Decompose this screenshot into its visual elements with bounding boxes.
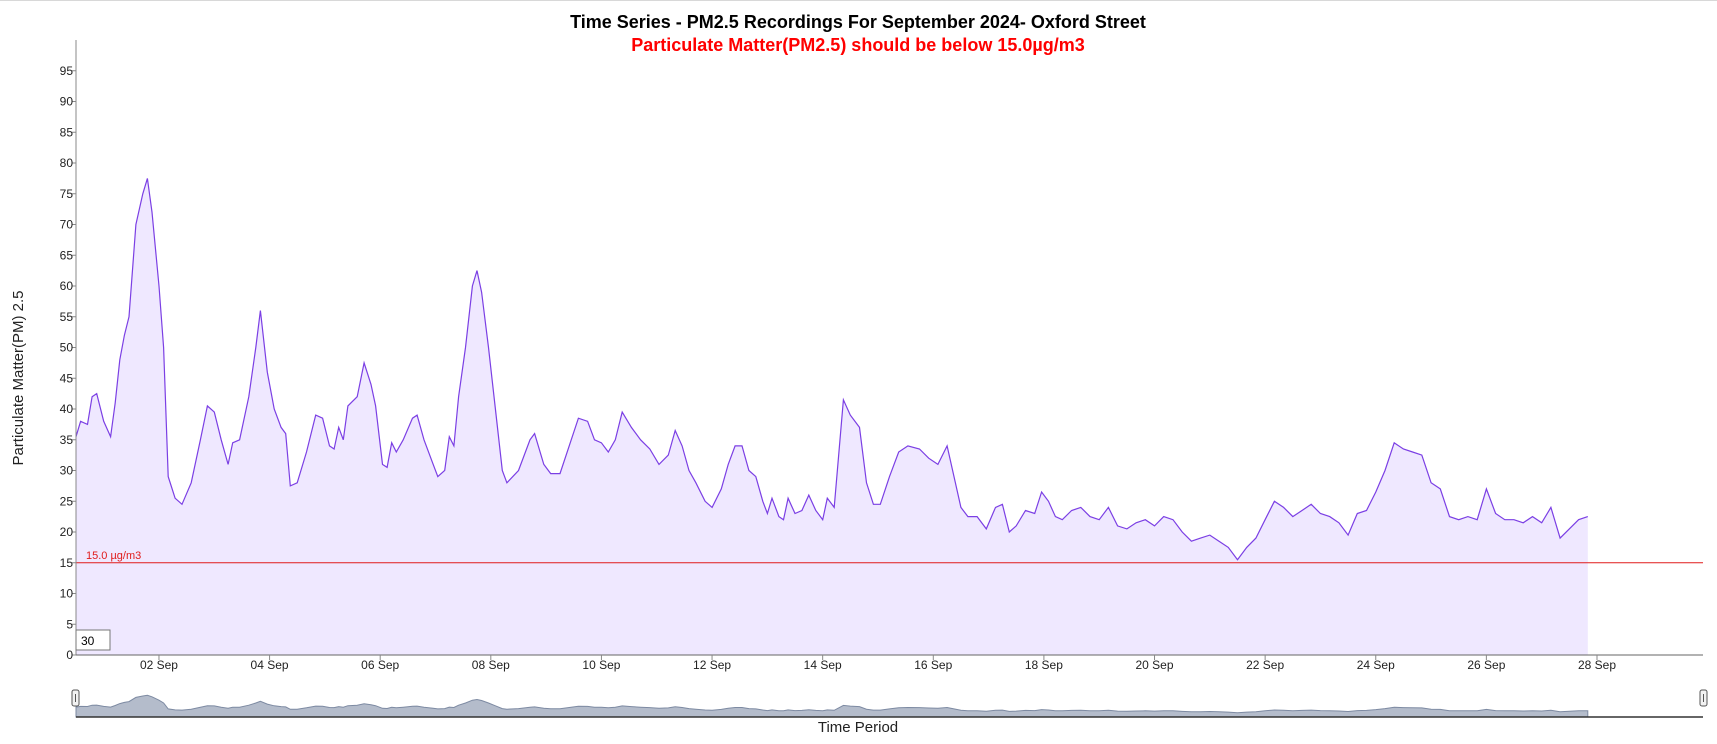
x-tick-label: 16 Sep (914, 658, 952, 672)
y-tick-label: 35 (60, 433, 74, 447)
x-axis-ticks: 02 Sep 04 Sep 06 Sep 08 Sep 10 Sep 12 Sep 14 S… (140, 655, 1616, 672)
pm25-area (76, 178, 1588, 655)
y-tick-label: 70 (60, 218, 74, 232)
y-axis-ticks: 0 5 10 15 20 25 30 35 40 45 50 55 60 65 70 75 80 85 90 95 (60, 64, 76, 662)
y-tick-label: 90 (60, 95, 74, 109)
y-axis-label: Particulate Matter(PM) 2.5 (10, 290, 27, 465)
rolling-window-value: 30 (81, 634, 95, 648)
y-tick-label: 60 (60, 279, 74, 293)
chart-title: Time Series - PM2.5 Recordings For Septe… (570, 12, 1146, 32)
y-tick-label: 20 (60, 525, 74, 539)
y-tick-label: 95 (60, 64, 74, 78)
y-tick-label: 65 (60, 248, 74, 262)
y-tick-label: 15 (60, 556, 74, 570)
top-border (0, 0, 1717, 1)
plot-area: 15.0 µg/m3 (75, 178, 1703, 655)
x-tick-label: 04 Sep (251, 658, 289, 672)
x-tick-label: 20 Sep (1135, 658, 1173, 672)
x-tick-label: 08 Sep (472, 658, 510, 672)
y-tick-label: 55 (60, 310, 74, 324)
y-tick-label: 75 (60, 187, 74, 201)
x-tick-label: 22 Sep (1246, 658, 1284, 672)
x-tick-label: 26 Sep (1467, 658, 1505, 672)
y-tick-label: 30 (60, 464, 74, 478)
x-tick-label: 28 Sep (1578, 658, 1616, 672)
rolling-window-box[interactable] (75, 629, 111, 651)
rolling-window-input[interactable]: 30 (75, 629, 111, 651)
y-tick-label: 25 (60, 494, 74, 508)
x-tick-label: 10 Sep (582, 658, 620, 672)
x-tick-label: 24 Sep (1357, 658, 1395, 672)
pm25-line (75, 178, 1588, 561)
x-axis-label: Time Period (818, 719, 898, 736)
range-navigator[interactable] (71, 689, 1708, 718)
y-tick-label: 80 (60, 156, 74, 170)
x-tick-label: 02 Sep (140, 658, 178, 672)
chart-subtitle: Particulate Matter(PM2.5) should be belo… (631, 35, 1084, 55)
y-tick-label: 45 (60, 371, 74, 385)
y-tick-label: 5 (66, 617, 73, 631)
y-tick-label: 40 (60, 402, 74, 416)
x-tick-label: 18 Sep (1025, 658, 1063, 672)
y-tick-label: 10 (60, 587, 74, 601)
y-tick-label: 85 (60, 125, 74, 139)
y-tick-label: 0 (66, 648, 73, 662)
navigator-area (75, 694, 1589, 718)
x-tick-label: 12 Sep (693, 658, 731, 672)
x-tick-label: 06 Sep (361, 658, 399, 672)
x-tick-label: 14 Sep (804, 658, 842, 672)
threshold-label: 15.0 µg/m3 (86, 550, 141, 562)
y-tick-label: 50 (60, 341, 74, 355)
